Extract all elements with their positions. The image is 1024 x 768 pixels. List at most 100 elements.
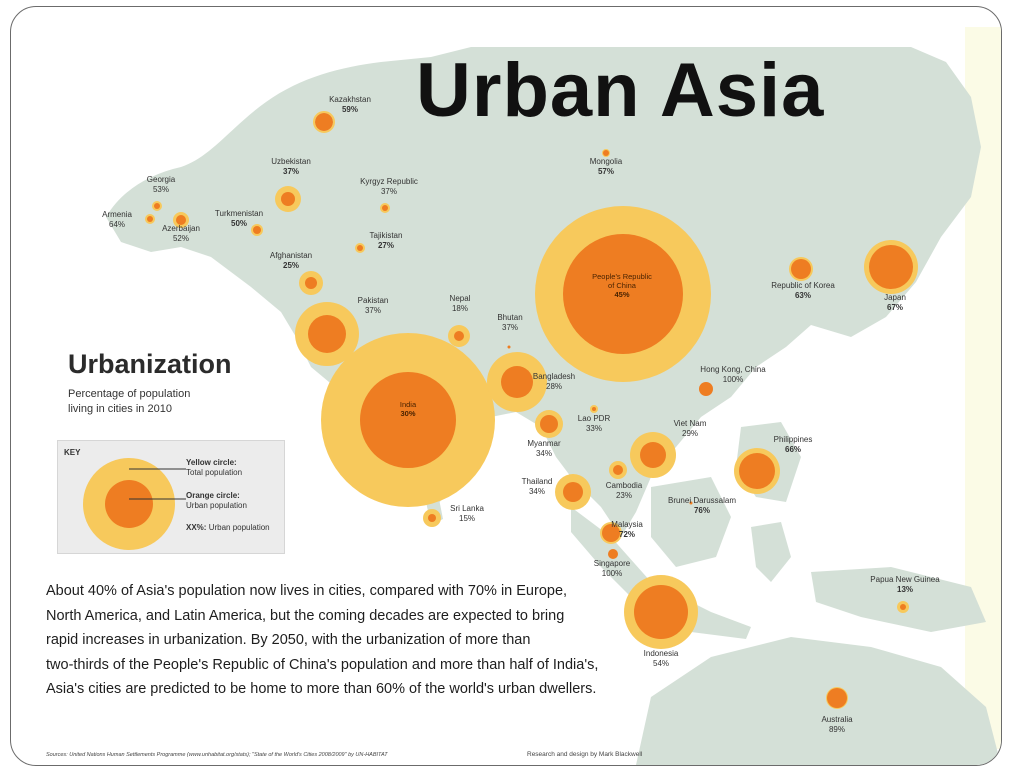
label-afghanistan-pct: 25% — [282, 261, 300, 270]
label-hongkong: Hong Kong, China 100% — [700, 365, 765, 385]
label-mongolia-pct: 57% — [597, 167, 614, 176]
circle-png-urban — [900, 604, 906, 610]
label-laos-pct: 33% — [585, 424, 602, 433]
circle-nepal-urban — [454, 331, 464, 341]
label-nepal: Nepal 18% — [450, 294, 471, 314]
label-afghanistan: Afghanistan 25% — [270, 251, 312, 271]
label-srilanka: Sri Lanka 15% — [450, 504, 484, 524]
summary-line-1: About 40% of Asia's population now lives… — [46, 583, 568, 599]
label-georgia-name: Georgia — [146, 175, 176, 184]
label-malaysia-pct: 72% — [618, 530, 636, 539]
summary-line-2: North America, and Latin America, but th… — [46, 607, 565, 624]
circle-vietnam-urban — [640, 442, 666, 468]
label-myanmar-name: Myanmar — [527, 439, 561, 448]
circle-bangladesh-urban — [501, 366, 533, 398]
label-malaysia-name: Malaysia — [611, 520, 643, 529]
label-china-pct: 45% — [614, 290, 630, 299]
label-mongolia-name: Mongolia — [589, 157, 623, 166]
label-png: Papua New Guinea 13% — [870, 575, 939, 595]
slide-frame: Urban Asia Urbanization Percentage of po… — [10, 6, 1002, 766]
label-singapore-name: Singapore — [593, 559, 631, 568]
label-pakistan-name: Pakistan — [357, 296, 389, 305]
label-indonesia-pct: 54% — [652, 659, 670, 668]
urbanization-subtitle-line-2: living in cities in 2010 — [68, 403, 172, 415]
label-indonesia-name: Indonesia — [643, 649, 679, 658]
circle-brunei-urban — [689, 501, 693, 505]
label-nepal-pct: 18% — [451, 304, 468, 313]
label-uzbekistan-name: Uzbekistan — [271, 157, 311, 166]
circle-kazakhstan-total — [313, 111, 335, 133]
summary-line-4: two-thirds of the People's Republic of C… — [46, 656, 599, 673]
label-azerbaijan-pct: 52% — [172, 234, 189, 243]
key-orange-desc: Urban population — [186, 501, 247, 510]
label-thailand-name: Thailand — [521, 477, 553, 486]
asia-map — [106, 47, 1001, 765]
new-guinea-land — [811, 567, 986, 632]
label-turkmenistan-name: Turkmenistan — [214, 209, 264, 218]
label-malaysia: Malaysia 72% — [611, 520, 643, 540]
label-tajikistan-pct: 27% — [377, 241, 394, 250]
key-yellow-label: Yellow circle: — [186, 458, 237, 467]
label-armenia-pct: 64% — [108, 220, 126, 229]
label-philippines: Philippines 66% — [774, 435, 813, 455]
circle-japan-urban — [869, 245, 913, 289]
circle-turkmenistan-urban — [253, 226, 261, 234]
label-uzbekistan-pct: 37% — [282, 167, 300, 176]
circle-mongolia-urban — [603, 150, 609, 156]
label-korea-pct: 63% — [794, 291, 811, 300]
label-vietnam-name: Viet Nam — [673, 419, 707, 428]
borneo-land — [651, 477, 731, 567]
urbanization-subtitle-line-1: Percentage of population — [68, 388, 191, 400]
circle-india-urban — [360, 372, 456, 468]
label-pakistan-pct: 37% — [364, 306, 381, 315]
label-myanmar: Myanmar 34% — [527, 439, 560, 459]
circle-uzbekistan-urban — [281, 192, 295, 206]
circle-hongkong-urban — [699, 382, 713, 396]
label-bhutan: Bhutan 37% — [497, 313, 522, 333]
circle-bhutan-urban — [507, 345, 511, 349]
label-kyrgyz-name: Kyrgyz Republic — [360, 177, 418, 186]
label-azerbaijan: Azerbaijan 52% — [162, 224, 200, 244]
label-myanmar-pct: 34% — [535, 449, 552, 458]
label-hongkong-name: Hong Kong, China — [700, 365, 766, 374]
key-pct-label: XX%: — [186, 523, 207, 532]
key-orange-circle — [105, 480, 153, 528]
circle-georgia-urban — [154, 203, 160, 209]
label-tajikistan: Tajikistan 27% — [370, 231, 403, 251]
label-afghanistan-name: Afghanistan — [269, 251, 313, 260]
circle-malaysia-urban — [602, 524, 620, 542]
label-india: India 30% — [400, 400, 416, 418]
label-china: People's Republic of China 45% — [590, 272, 654, 299]
label-cambodia-pct: 23% — [615, 491, 632, 500]
key-pct-desc: Urban population — [208, 523, 270, 532]
label-vietnam-pct: 29% — [681, 429, 699, 438]
label-philippines-pct: 66% — [784, 445, 802, 454]
circle-australia-urban — [827, 688, 847, 708]
label-indonesia: Indonesia 54% — [644, 649, 679, 669]
label-bangladesh-pct: 28% — [545, 382, 563, 391]
label-thailand: Thailand 34% — [522, 477, 553, 497]
label-png-pct: 13% — [896, 585, 914, 594]
circle-philippines-urban — [739, 453, 775, 489]
circle-azerbaijan-urban — [176, 215, 186, 225]
label-uzbekistan: Uzbekistan 37% — [271, 157, 311, 177]
label-japan-pct: 67% — [886, 303, 904, 312]
circle-cambodia-urban — [613, 465, 623, 475]
key-pct-text: XX%: Urban population — [186, 523, 281, 533]
label-india-pct: 30% — [400, 409, 416, 418]
label-brunei: Brunei Darussalam 76% — [668, 496, 736, 516]
label-japan-name: Japan — [884, 293, 906, 302]
circle-srilanka-urban — [428, 514, 436, 522]
circle-china-urban — [563, 234, 683, 354]
label-australia-pct: 89% — [828, 725, 845, 734]
key-circles-graphic — [83, 458, 186, 550]
sulawesi-land — [751, 522, 791, 582]
design-credit: Research and design by Mark Blackwell — [527, 751, 643, 758]
key-yellow-desc: Total population — [186, 468, 243, 477]
label-kazakhstan-name: Kazakhstan — [329, 95, 371, 104]
summary-line-3: rapid increases in urbanization. By 2050… — [46, 632, 531, 648]
key-orange-text: Orange circle: Urban population — [186, 491, 281, 511]
label-india-name: India — [399, 400, 417, 409]
circle-korea-urban — [791, 259, 811, 279]
label-thailand-pct: 34% — [528, 487, 545, 496]
